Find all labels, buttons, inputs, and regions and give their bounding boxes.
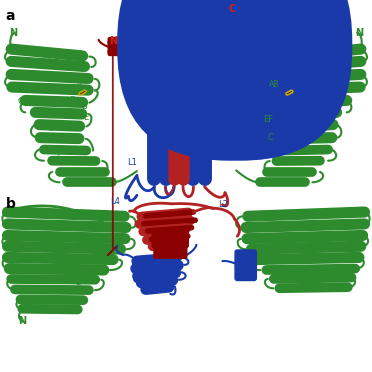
FancyBboxPatch shape xyxy=(117,0,352,161)
Text: G: G xyxy=(17,97,24,106)
Text: A: A xyxy=(47,56,53,65)
Text: L2: L2 xyxy=(218,200,228,209)
Text: B: B xyxy=(81,102,87,111)
Text: C: C xyxy=(268,133,274,142)
Text: b: b xyxy=(6,197,16,211)
FancyBboxPatch shape xyxy=(108,37,127,56)
Text: L1: L1 xyxy=(127,158,137,167)
Text: N: N xyxy=(109,36,118,46)
Text: C: C xyxy=(136,96,142,105)
Text: D: D xyxy=(69,96,76,105)
Text: D: D xyxy=(148,96,155,105)
Text: B: B xyxy=(60,244,66,253)
Text: F: F xyxy=(25,84,31,93)
Text: EF: EF xyxy=(263,115,273,124)
FancyBboxPatch shape xyxy=(153,243,187,259)
Text: L3: L3 xyxy=(177,10,187,19)
Text: E: E xyxy=(71,258,76,267)
Text: C: C xyxy=(229,4,236,14)
Text: C: C xyxy=(47,124,53,133)
FancyBboxPatch shape xyxy=(234,249,257,281)
Text: A': A' xyxy=(77,80,85,89)
Text: B: B xyxy=(175,96,182,105)
FancyBboxPatch shape xyxy=(151,228,189,248)
Text: N: N xyxy=(355,29,363,38)
Text: D: D xyxy=(75,278,81,287)
Text: A: A xyxy=(66,221,72,230)
Text: a: a xyxy=(6,9,15,23)
Text: 60: 60 xyxy=(179,37,188,46)
Text: N: N xyxy=(227,41,235,50)
Text: N: N xyxy=(9,29,17,38)
Text: C: C xyxy=(130,4,138,14)
Text: C': C' xyxy=(58,151,65,160)
Text: 67: 67 xyxy=(179,49,188,58)
Text: N: N xyxy=(18,316,26,326)
Text: E: E xyxy=(83,113,88,122)
Text: AB: AB xyxy=(269,80,280,89)
Text: A: A xyxy=(188,96,195,105)
Text: A: A xyxy=(45,234,51,243)
Text: L4: L4 xyxy=(110,197,120,206)
